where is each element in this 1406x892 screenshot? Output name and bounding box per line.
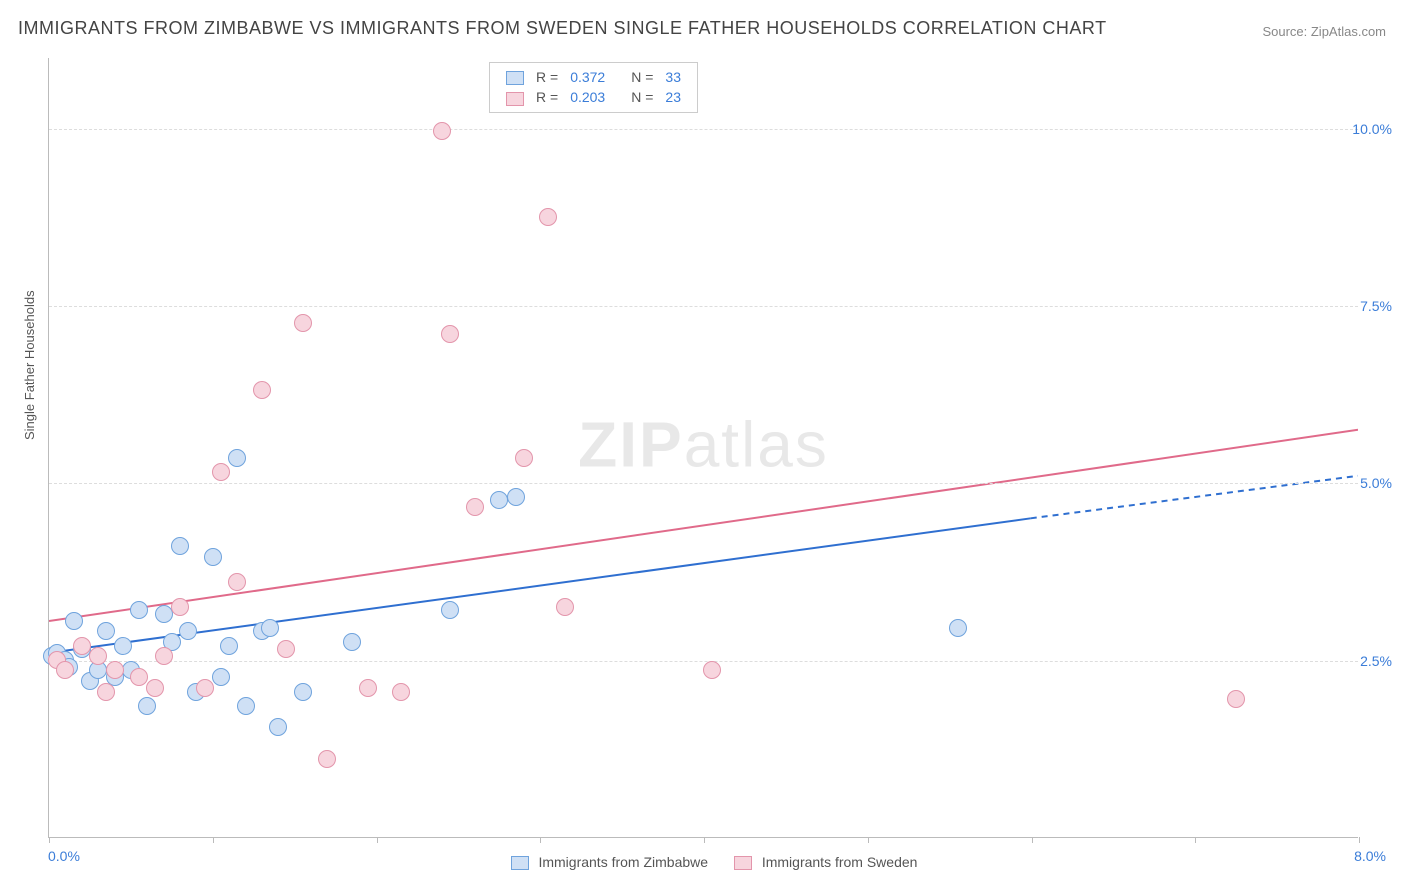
data-point bbox=[220, 637, 238, 655]
data-point bbox=[73, 637, 91, 655]
data-point bbox=[261, 619, 279, 637]
plot-area: ZIPatlas R = 0.372 N = 33 R = 0.203 bbox=[48, 58, 1358, 838]
data-point bbox=[277, 640, 295, 658]
chart-container: IMMIGRANTS FROM ZIMBABWE VS IMMIGRANTS F… bbox=[0, 0, 1406, 892]
x-corner-left: 0.0% bbox=[48, 848, 80, 864]
data-point bbox=[1227, 690, 1245, 708]
data-point bbox=[539, 208, 557, 226]
x-tick-mark bbox=[540, 837, 541, 843]
x-tick-mark bbox=[1359, 837, 1360, 843]
data-point bbox=[269, 718, 287, 736]
legend-row-zimbabwe: R = 0.372 N = 33 bbox=[500, 67, 687, 87]
data-point bbox=[253, 381, 271, 399]
gridline bbox=[49, 483, 1358, 484]
data-point bbox=[106, 661, 124, 679]
data-point bbox=[179, 622, 197, 640]
x-tick-mark bbox=[377, 837, 378, 843]
data-point bbox=[228, 573, 246, 591]
gridline bbox=[49, 129, 1358, 130]
source-label: Source: ZipAtlas.com bbox=[1262, 24, 1386, 39]
data-point bbox=[97, 683, 115, 701]
legend-label-sweden: Immigrants from Sweden bbox=[762, 854, 918, 870]
data-point bbox=[155, 647, 173, 665]
y-tick-label: 10.0% bbox=[1352, 121, 1392, 137]
x-tick-mark bbox=[213, 837, 214, 843]
data-point bbox=[212, 668, 230, 686]
x-tick-mark bbox=[49, 837, 50, 843]
data-point bbox=[155, 605, 173, 623]
legend-row-sweden: R = 0.203 N = 23 bbox=[500, 87, 687, 107]
data-point bbox=[294, 314, 312, 332]
data-point bbox=[65, 612, 83, 630]
data-point bbox=[466, 498, 484, 516]
watermark: ZIPatlas bbox=[578, 407, 829, 481]
trend-line-extrapolated bbox=[1031, 476, 1358, 518]
data-point bbox=[97, 622, 115, 640]
swatch-sweden bbox=[506, 92, 524, 106]
data-point bbox=[433, 122, 451, 140]
data-point bbox=[359, 679, 377, 697]
data-point bbox=[114, 637, 132, 655]
data-point bbox=[89, 647, 107, 665]
swatch-sweden bbox=[734, 856, 752, 870]
correlation-legend: R = 0.372 N = 33 R = 0.203 N = 23 bbox=[489, 62, 698, 113]
data-point bbox=[204, 548, 222, 566]
y-axis-label: Single Father Households bbox=[22, 290, 37, 440]
data-point bbox=[490, 491, 508, 509]
data-point bbox=[130, 668, 148, 686]
data-point bbox=[196, 679, 214, 697]
data-point bbox=[294, 683, 312, 701]
legend-label-zimbabwe: Immigrants from Zimbabwe bbox=[538, 854, 708, 870]
data-point bbox=[237, 697, 255, 715]
data-point bbox=[703, 661, 721, 679]
data-point bbox=[146, 679, 164, 697]
y-tick-label: 7.5% bbox=[1360, 298, 1392, 314]
data-point bbox=[212, 463, 230, 481]
gridline bbox=[49, 306, 1358, 307]
series-legend: Immigrants from Zimbabwe Immigrants from… bbox=[0, 854, 1406, 870]
data-point bbox=[228, 449, 246, 467]
data-point bbox=[441, 325, 459, 343]
data-point bbox=[507, 488, 525, 506]
gridline bbox=[49, 661, 1358, 662]
data-point bbox=[171, 598, 189, 616]
data-point bbox=[130, 601, 148, 619]
chart-title: IMMIGRANTS FROM ZIMBABWE VS IMMIGRANTS F… bbox=[18, 18, 1107, 39]
data-point bbox=[441, 601, 459, 619]
x-tick-mark bbox=[868, 837, 869, 843]
trend-lines-layer bbox=[49, 58, 1358, 837]
x-tick-mark bbox=[1032, 837, 1033, 843]
data-point bbox=[392, 683, 410, 701]
x-tick-mark bbox=[704, 837, 705, 843]
swatch-zimbabwe bbox=[511, 856, 529, 870]
y-tick-label: 2.5% bbox=[1360, 653, 1392, 669]
data-point bbox=[515, 449, 533, 467]
data-point bbox=[138, 697, 156, 715]
swatch-zimbabwe bbox=[506, 71, 524, 85]
x-corner-right: 8.0% bbox=[1354, 848, 1386, 864]
data-point bbox=[318, 750, 336, 768]
data-point bbox=[556, 598, 574, 616]
data-point bbox=[171, 537, 189, 555]
x-tick-mark bbox=[1195, 837, 1196, 843]
data-point bbox=[343, 633, 361, 651]
data-point bbox=[949, 619, 967, 637]
data-point bbox=[56, 661, 74, 679]
y-tick-label: 5.0% bbox=[1360, 475, 1392, 491]
